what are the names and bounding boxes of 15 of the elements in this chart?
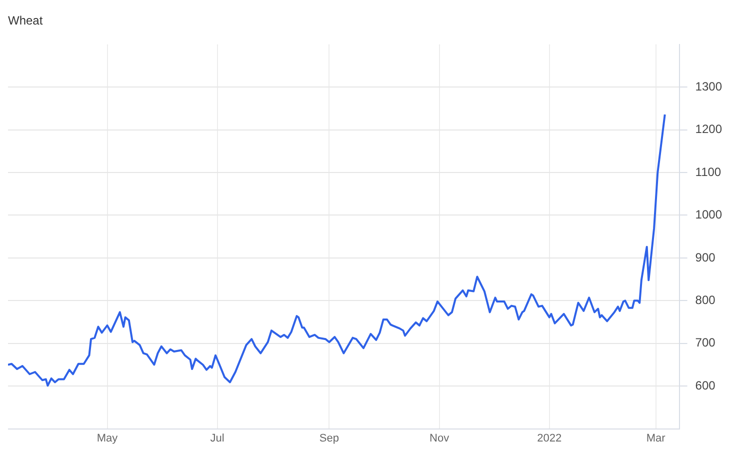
x-tick-label: 2022 [537,432,562,444]
y-tick-label: 1300 [695,79,722,94]
x-tick-label: Mar [646,432,666,444]
y-tick-label: 700 [695,336,716,350]
y-tick-label: 900 [695,250,716,264]
y-tick-label: 1200 [695,122,722,136]
chart-title: Wheat [8,14,44,28]
y-tick-label: 600 [695,378,716,392]
y-tick-label: 1000 [695,208,722,222]
x-tick-label: Sep [319,432,340,444]
x-tick-label: Jul [210,432,224,444]
y-tick-label: 1100 [695,164,722,179]
y-tick-label: 800 [695,292,716,307]
x-tick-label: May [96,432,118,444]
x-tick-label: Nov [430,432,450,444]
